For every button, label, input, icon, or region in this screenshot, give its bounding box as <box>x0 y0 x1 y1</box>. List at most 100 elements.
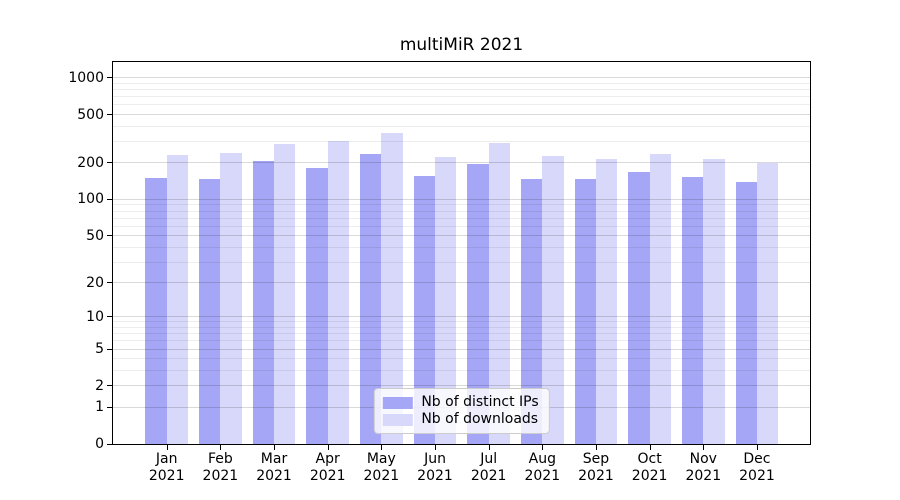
bar-distinct-ips <box>145 178 167 444</box>
bar-distinct-ips <box>199 179 221 444</box>
y-tick-label: 2 <box>95 377 104 394</box>
x-tick-mark <box>703 445 705 450</box>
x-tick-label: Aug 2021 <box>514 451 570 485</box>
bar-downloads <box>220 153 242 444</box>
bar-distinct-ips <box>628 171 650 444</box>
y-tick-mark <box>107 443 112 445</box>
x-tick-label-line: 2021 <box>578 468 614 484</box>
x-tick-mark <box>488 445 490 450</box>
x-tick-mark <box>435 445 436 450</box>
bar-distinct-ips <box>306 167 328 444</box>
x-tick-mark <box>381 445 383 450</box>
x-tick-label-line: 2021 <box>524 468 561 484</box>
y-tick-label: 50 <box>86 227 104 244</box>
x-tick-label-line: 2021 <box>148 468 185 484</box>
y-tick-mark <box>107 77 112 79</box>
x-tick-label: Nov 2021 <box>675 451 731 485</box>
x-tick-label-line: 2021 <box>470 468 507 484</box>
bar-downloads <box>435 156 457 444</box>
x-tick-label: May 2021 <box>353 451 409 485</box>
x-tick-label-line: Nov <box>689 451 717 467</box>
chart-title: multiMiR 2021 <box>399 35 524 55</box>
x-tick-label-line: Mar <box>260 451 288 467</box>
bar-distinct-ips <box>521 178 543 444</box>
bar-distinct-ips <box>467 164 489 444</box>
x-tick-mark <box>327 445 329 450</box>
y-tick-label: 20 <box>86 274 104 291</box>
x-tick-label: Sep 2021 <box>568 451 624 485</box>
x-tick-mark <box>542 445 544 450</box>
bar-downloads <box>595 159 618 444</box>
legend-row: Nb of downloads <box>382 411 538 428</box>
right-spine <box>810 61 811 445</box>
bar-downloads <box>381 132 403 444</box>
y-tick-label: 1000 <box>68 69 104 86</box>
y-tick-mark <box>107 198 112 200</box>
bars-layer <box>113 62 810 444</box>
x-tick-label-line: Feb <box>207 451 233 467</box>
y-tick-label: 200 <box>77 154 104 171</box>
bar-downloads <box>649 154 671 444</box>
legend-swatch-downloads <box>382 413 413 426</box>
y-tick-mark <box>107 162 112 164</box>
x-tick-label: Mar 2021 <box>246 451 302 485</box>
plot-area: Nb of distinct IPs Nb of downloads <box>113 62 810 444</box>
bar-downloads <box>488 142 510 444</box>
y-tick-mark <box>107 282 112 284</box>
x-tick-label-line: Aug <box>528 451 556 467</box>
bar-downloads <box>274 143 296 444</box>
x-tick-mark <box>756 445 758 450</box>
bar-distinct-ips <box>413 176 435 444</box>
bar-downloads <box>327 140 349 444</box>
x-tick-label-line: Dec <box>743 451 771 467</box>
legend-label: Nb of distinct IPs <box>421 394 539 410</box>
y-tick-label: 500 <box>77 106 104 123</box>
bottom-spine <box>112 444 811 445</box>
left-spine <box>112 61 113 445</box>
x-tick-label-line: 2021 <box>256 468 292 484</box>
x-tick-label-line: 2021 <box>739 468 775 484</box>
x-tick-label-line: 2021 <box>363 468 400 484</box>
x-tick-mark <box>166 445 168 450</box>
legend: Nb of distinct IPs Nb of downloads <box>373 388 550 434</box>
x-tick-label-line: Apr <box>315 451 340 467</box>
y-tick-label: 100 <box>77 191 104 208</box>
x-tick-label-line: 2021 <box>417 468 453 484</box>
bar-distinct-ips <box>574 179 596 444</box>
y-tick-label: 5 <box>95 341 104 358</box>
y-tick-mark <box>107 406 112 408</box>
x-tick-label-line: 2021 <box>202 468 239 484</box>
x-tick-label-line: May <box>366 451 396 467</box>
bar-downloads <box>703 159 725 444</box>
x-tick-label-line: Jan <box>155 451 178 467</box>
legend-label: Nb of downloads <box>421 411 539 427</box>
x-tick-mark <box>220 445 222 450</box>
x-tick-mark <box>274 445 276 450</box>
legend-swatch-distinct_ips <box>382 396 413 409</box>
legend-row: Nb of distinct IPs <box>382 394 539 411</box>
x-tick-label-line: 2021 <box>685 468 722 484</box>
x-tick-label-line: Sep <box>582 451 610 467</box>
y-tick-label: 0 <box>95 436 104 452</box>
y-tick-mark <box>107 316 112 318</box>
bar-downloads <box>756 162 779 444</box>
x-tick-label-line: Jul <box>480 451 498 467</box>
y-tick-label: 10 <box>86 308 104 325</box>
x-tick-mark <box>649 445 651 450</box>
y-tick-mark <box>107 385 112 387</box>
x-tick-label: Jun 2021 <box>407 451 463 485</box>
x-tick-label-line: Jun <box>424 451 446 467</box>
top-spine <box>112 61 811 62</box>
x-tick-label: Feb 2021 <box>192 451 248 485</box>
bar-distinct-ips <box>735 181 757 444</box>
x-tick-label: Jul 2021 <box>461 451 517 485</box>
bar-downloads <box>542 156 564 444</box>
y-tick-label: 1 <box>95 399 104 416</box>
y-tick-mark <box>107 348 112 350</box>
x-tick-label-line: 2021 <box>631 468 668 484</box>
bar-distinct-ips <box>252 161 275 444</box>
x-tick-label-line: 2021 <box>309 468 346 484</box>
y-tick-mark <box>107 235 112 237</box>
bar-downloads <box>166 155 188 444</box>
